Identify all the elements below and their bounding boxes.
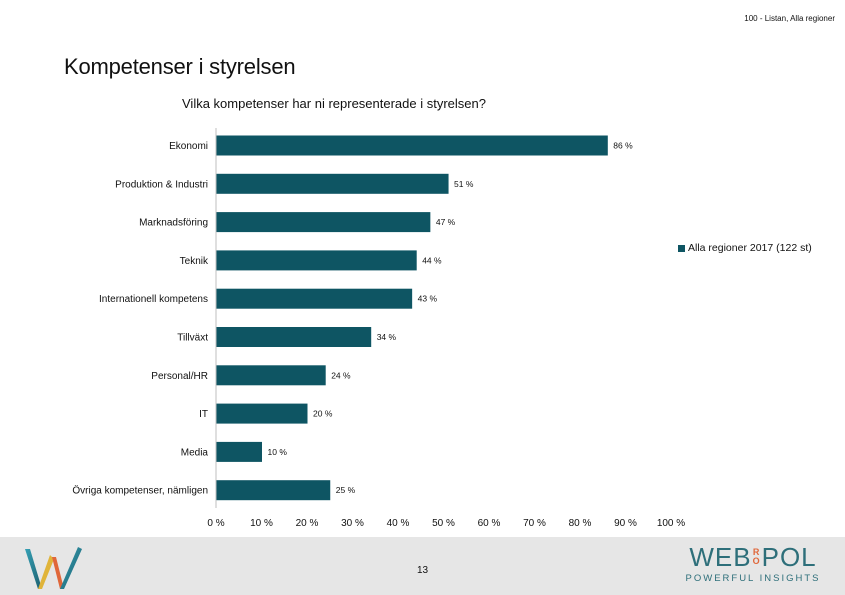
x-tick-label: 90 %: [614, 518, 637, 529]
bar: [216, 173, 449, 194]
data-label: 10 %: [268, 447, 288, 457]
bar: [216, 250, 417, 271]
data-label: 51 %: [454, 179, 474, 189]
bar: [216, 403, 308, 424]
webropol-logo: WEB R O POL POWERFUL INSIGHTS: [683, 543, 823, 584]
data-label: 24 %: [331, 370, 351, 380]
x-tick-label: 70 %: [523, 518, 546, 529]
brand-ro: R O: [753, 548, 761, 566]
x-tick-label: 100 %: [657, 518, 685, 529]
brand-ro-r: R: [752, 547, 761, 557]
chart-title: Vilka kompetenser har ni representerade …: [182, 96, 486, 111]
x-tick-label: 30 %: [341, 518, 364, 529]
x-tick-label: 60 %: [478, 518, 501, 529]
bar: [216, 441, 262, 462]
category-label: Personal/HR: [151, 371, 208, 382]
data-label: 20 %: [313, 409, 333, 419]
bar: [216, 365, 326, 386]
brand-tagline: POWERFUL INSIGHTS: [685, 573, 821, 584]
brand-right: POL: [761, 542, 817, 572]
footer: 13 WEB R O POL POWERFUL INSIGHTS: [0, 537, 845, 595]
brand-ro-o: O: [752, 556, 761, 566]
bar: [216, 480, 331, 501]
bar: [216, 288, 413, 309]
x-tick-label: 40 %: [387, 518, 410, 529]
data-label: 43 %: [418, 294, 438, 304]
category-label: Ekonomi: [169, 141, 208, 152]
category-label: Internationell kompetens: [99, 294, 208, 305]
x-tick-label: 50 %: [432, 518, 455, 529]
bar: [216, 327, 372, 347]
data-label: 34 %: [377, 332, 397, 342]
legend-swatch: [678, 244, 685, 252]
chart-legend: Alla regioner 2017 (122 st): [678, 242, 812, 254]
x-tick-label: 80 %: [569, 518, 592, 529]
category-label: Tillväxt: [177, 333, 208, 344]
category-label: Media: [181, 447, 209, 458]
bar: [216, 135, 608, 156]
category-label: IT: [199, 409, 208, 420]
bar: [216, 212, 431, 233]
category-label: Övriga kompetenser, nämligen: [72, 485, 208, 497]
header-note: 100 - Listan, Alla regioner: [744, 14, 835, 23]
data-label: 47 %: [436, 217, 456, 227]
data-label: 25 %: [336, 485, 356, 495]
x-tick-label: 20 %: [296, 518, 319, 529]
category-label: Marknadsföring: [139, 218, 208, 229]
data-label: 44 %: [422, 255, 442, 265]
x-tick-label: 10 %: [250, 518, 273, 529]
brand-left: WEB: [689, 542, 752, 572]
data-label: 86 %: [613, 141, 633, 151]
legend-label: Alla regioner 2017 (122 st): [688, 242, 812, 254]
bar-chart: Ekonomi 86 % Produktion & Industri 51 % Mark…: [72, 128, 685, 529]
category-label: Produktion & Industri: [115, 179, 208, 190]
page-number: 13: [416, 565, 429, 576]
category-label: Teknik: [180, 256, 209, 267]
w-logo-icon: [25, 547, 82, 589]
x-tick-label: 0 %: [207, 518, 224, 529]
slide-title: Kompetenser i styrelsen: [64, 54, 296, 79]
